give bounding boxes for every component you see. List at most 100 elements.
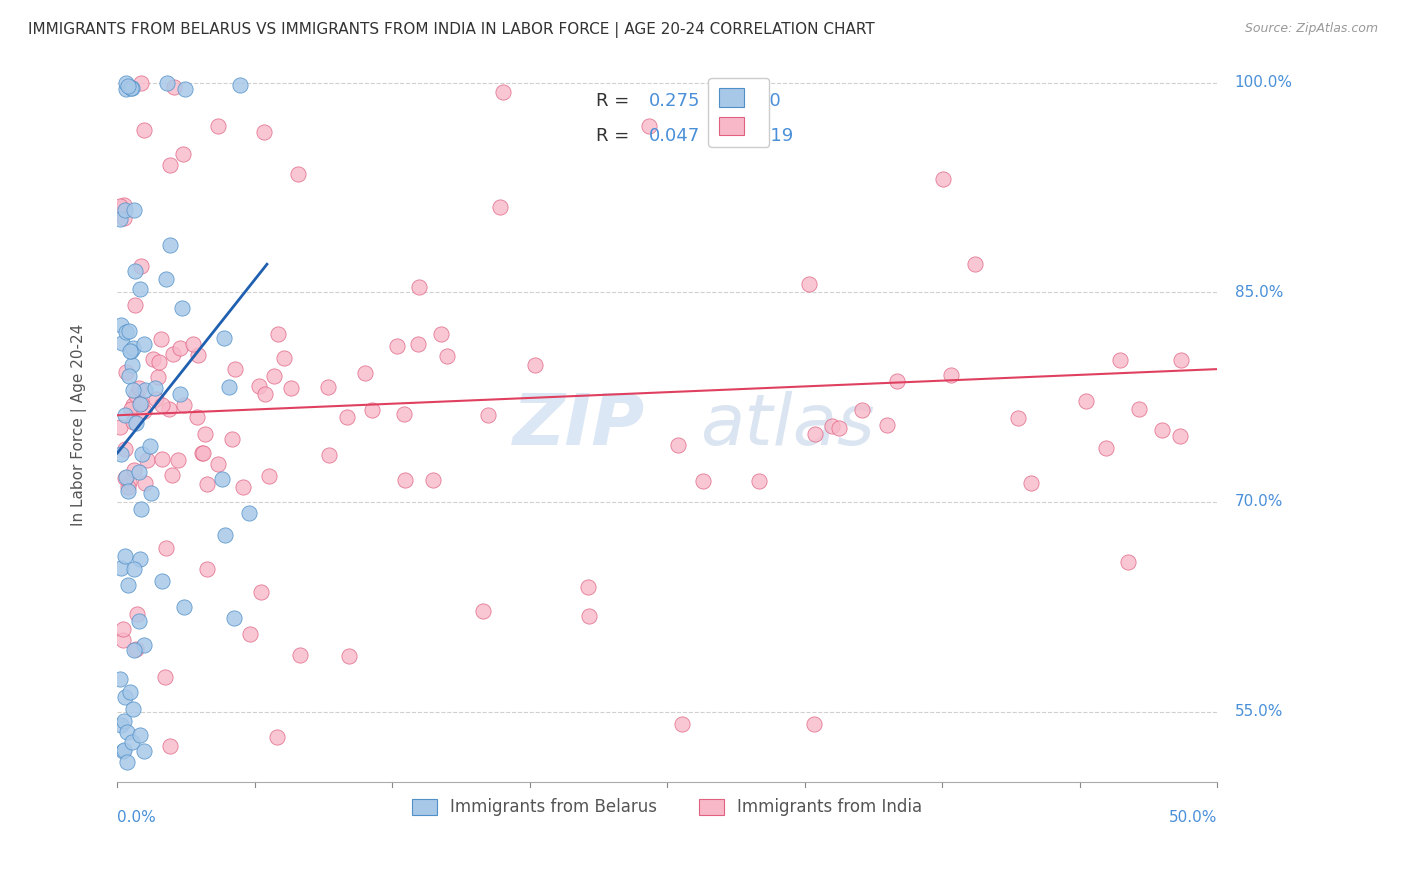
Point xyxy=(1118,555,1140,569)
Point xyxy=(187,348,209,362)
Point xyxy=(115,756,138,770)
Point xyxy=(692,474,714,488)
Point xyxy=(125,388,148,402)
Point xyxy=(207,457,229,471)
Point xyxy=(117,480,139,494)
Point xyxy=(112,622,135,636)
Point xyxy=(149,332,172,346)
Point xyxy=(125,607,148,622)
Point xyxy=(122,398,145,412)
Point xyxy=(385,339,408,353)
Point xyxy=(492,86,515,100)
Point xyxy=(117,483,139,498)
Point xyxy=(157,402,180,417)
Point xyxy=(108,199,131,213)
Point xyxy=(128,614,150,628)
Point xyxy=(228,78,250,92)
Point xyxy=(114,549,136,564)
Point xyxy=(114,442,136,456)
Text: ZIP: ZIP xyxy=(513,391,645,459)
Point xyxy=(134,404,156,418)
Point xyxy=(128,282,150,296)
Point xyxy=(156,76,179,90)
Point xyxy=(748,475,770,489)
Text: 0.0%: 0.0% xyxy=(117,810,156,824)
Text: N =: N = xyxy=(703,92,761,110)
Point xyxy=(876,418,898,433)
Point xyxy=(280,381,302,395)
Point xyxy=(121,341,143,355)
Point xyxy=(197,562,219,576)
Point xyxy=(160,468,183,483)
Point xyxy=(159,237,181,252)
Point xyxy=(254,386,277,401)
Point xyxy=(132,638,155,652)
Point xyxy=(131,76,153,90)
Point xyxy=(523,358,546,372)
Point xyxy=(392,407,415,421)
Point xyxy=(159,739,181,753)
Point xyxy=(353,366,375,380)
Point xyxy=(141,485,163,500)
Point xyxy=(121,358,143,372)
Point xyxy=(162,347,184,361)
Point xyxy=(803,716,825,731)
Point xyxy=(111,632,134,647)
Point xyxy=(155,271,177,285)
Point xyxy=(932,172,955,186)
Point xyxy=(316,380,339,394)
Point xyxy=(218,380,240,394)
Point xyxy=(224,610,246,624)
Point xyxy=(422,473,444,487)
Point xyxy=(134,475,156,490)
Text: 0.275: 0.275 xyxy=(648,92,700,110)
Point xyxy=(124,641,146,656)
Text: atlas: atlas xyxy=(700,391,875,459)
Point xyxy=(181,336,204,351)
Point xyxy=(122,702,145,716)
Point xyxy=(212,331,235,345)
Point xyxy=(150,398,173,412)
Point xyxy=(194,427,217,442)
Point xyxy=(851,402,873,417)
Point xyxy=(118,369,141,384)
Point xyxy=(118,475,141,490)
Point xyxy=(148,370,170,384)
Legend: Immigrants from Belarus, Immigrants from India: Immigrants from Belarus, Immigrants from… xyxy=(405,792,929,823)
Point xyxy=(118,324,141,338)
Point xyxy=(253,125,276,139)
Point xyxy=(318,448,340,462)
Point xyxy=(124,298,146,312)
Text: 55.0%: 55.0% xyxy=(1234,704,1284,719)
Point xyxy=(124,264,146,278)
Point xyxy=(266,730,288,744)
Point xyxy=(118,343,141,358)
Text: IMMIGRANTS FROM BELARUS VS IMMIGRANTS FROM INDIA IN LABOR FORCE | AGE 20-24 CORR: IMMIGRANTS FROM BELARUS VS IMMIGRANTS FR… xyxy=(28,22,875,38)
Text: 119: 119 xyxy=(759,128,793,145)
Point xyxy=(111,336,134,351)
Point xyxy=(117,725,139,739)
Point xyxy=(114,471,136,485)
Point xyxy=(120,81,142,95)
Point xyxy=(120,402,142,417)
Point xyxy=(129,728,152,742)
Point xyxy=(186,409,208,424)
Point xyxy=(129,397,152,411)
Point xyxy=(122,202,145,217)
Point xyxy=(576,580,599,594)
Point xyxy=(115,76,138,90)
Point xyxy=(172,301,194,315)
Point xyxy=(112,743,135,757)
Point xyxy=(122,383,145,397)
Point xyxy=(1007,411,1029,425)
Point xyxy=(238,507,260,521)
Point xyxy=(408,280,430,294)
Point xyxy=(108,211,131,226)
Point xyxy=(671,717,693,731)
Point xyxy=(134,383,156,397)
Text: 100.0%: 100.0% xyxy=(1234,75,1292,90)
Point xyxy=(259,468,281,483)
Point xyxy=(263,369,285,384)
Point xyxy=(159,158,181,172)
Point xyxy=(110,672,132,686)
